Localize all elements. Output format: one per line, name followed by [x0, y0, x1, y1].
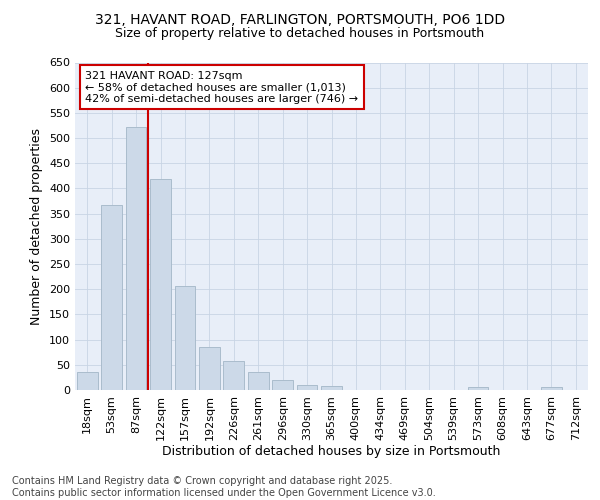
Text: 321 HAVANT ROAD: 127sqm
← 58% of detached houses are smaller (1,013)
42% of semi: 321 HAVANT ROAD: 127sqm ← 58% of detache…: [85, 70, 358, 104]
Text: Contains HM Land Registry data © Crown copyright and database right 2025.
Contai: Contains HM Land Registry data © Crown c…: [12, 476, 436, 498]
Bar: [175, 286, 196, 390]
Bar: [101, 204, 122, 390]
Bar: [272, 380, 293, 390]
Bar: [199, 347, 220, 390]
Bar: [150, 180, 171, 390]
X-axis label: Distribution of detached houses by size in Portsmouth: Distribution of detached houses by size …: [163, 446, 500, 458]
Y-axis label: Number of detached properties: Number of detached properties: [31, 128, 43, 325]
Bar: [77, 372, 98, 390]
Bar: [541, 388, 562, 390]
Text: Size of property relative to detached houses in Portsmouth: Size of property relative to detached ho…: [115, 28, 485, 40]
Bar: [223, 362, 244, 390]
Bar: [467, 388, 488, 390]
Bar: [248, 372, 269, 390]
Text: 321, HAVANT ROAD, FARLINGTON, PORTSMOUTH, PO6 1DD: 321, HAVANT ROAD, FARLINGTON, PORTSMOUTH…: [95, 12, 505, 26]
Bar: [125, 127, 146, 390]
Bar: [296, 385, 317, 390]
Bar: [321, 386, 342, 390]
